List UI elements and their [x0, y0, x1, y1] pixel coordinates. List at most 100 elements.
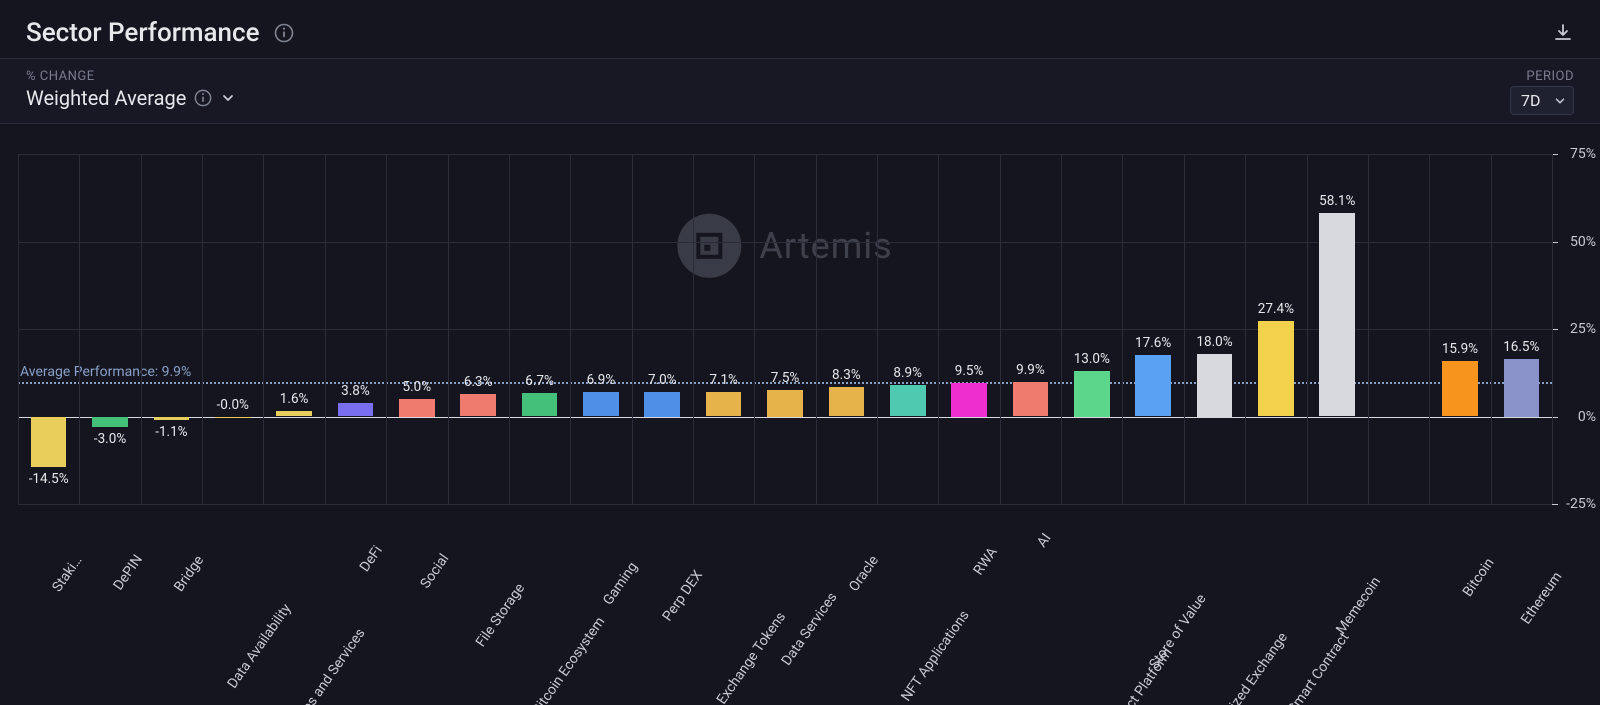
bar[interactable] — [951, 383, 987, 416]
panel-title: Sector Performance — [26, 18, 260, 48]
y-tick-label: 50% — [1570, 234, 1596, 250]
bar[interactable] — [31, 417, 67, 468]
gridline-vertical — [938, 154, 939, 504]
y-tick-label: 75% — [1570, 146, 1596, 162]
gridline-vertical — [263, 154, 264, 504]
chevron-down-icon — [1553, 94, 1567, 108]
bar[interactable] — [276, 411, 312, 417]
gridline-vertical — [754, 154, 755, 504]
chart-inner: Artemis -25%0%25%50%75%Average Performan… — [18, 134, 1552, 705]
bar-value-label: 16.5% — [1503, 339, 1539, 355]
bar[interactable] — [1319, 213, 1355, 416]
bar-value-label: 17.6% — [1135, 335, 1171, 351]
info-icon[interactable] — [274, 23, 294, 43]
y-tick-mark — [1552, 504, 1558, 505]
controls-bar: % CHANGE Weighted Average PERIOD 7D — [0, 58, 1600, 124]
bar[interactable] — [829, 387, 865, 416]
gridline-vertical — [693, 154, 694, 504]
bar[interactable] — [1074, 371, 1110, 417]
bar[interactable] — [154, 417, 190, 421]
x-axis-label: DeFi — [357, 543, 386, 575]
bar-value-label: 13.0% — [1074, 351, 1110, 367]
bar-value-label: 1.6% — [280, 391, 309, 407]
info-icon[interactable] — [194, 89, 212, 107]
bar[interactable] — [767, 390, 803, 416]
bar-value-label: 6.7% — [525, 373, 554, 389]
gridline-vertical — [1368, 154, 1369, 504]
bar[interactable] — [1013, 382, 1049, 417]
x-axis-label: Perp DEX — [660, 568, 706, 625]
x-axis-labels: Staki…DePINBridgeData AvailabilityUtilit… — [18, 512, 1552, 705]
gridline-vertical — [1552, 154, 1553, 504]
x-axis-label: Centralized Exchange — [1201, 630, 1291, 705]
gridline-vertical — [877, 154, 878, 504]
gridline-vertical — [632, 154, 633, 504]
x-axis-label: Data Availability — [224, 601, 294, 691]
y-tick-label: 25% — [1570, 321, 1596, 337]
bar[interactable] — [1258, 321, 1294, 417]
period-value: 7D — [1521, 91, 1541, 110]
x-axis-label: Exchange Tokens — [713, 609, 788, 705]
bar[interactable] — [399, 399, 435, 417]
gridline-vertical — [1491, 154, 1492, 504]
gridline-vertical — [1000, 154, 1001, 504]
x-axis-label: Ethereum — [1518, 569, 1565, 627]
gridline-vertical — [1122, 154, 1123, 504]
bar-value-label: 18.0% — [1196, 334, 1232, 350]
x-axis-label: RWA — [971, 545, 1001, 579]
bar[interactable] — [215, 417, 251, 418]
x-axis-label: DePIN — [110, 552, 146, 593]
title-wrap: Sector Performance — [26, 18, 294, 48]
bar-value-label: 5.0% — [403, 379, 432, 395]
x-axis-label: Bridge — [172, 553, 208, 595]
x-axis-label: Memecoin — [1333, 574, 1384, 637]
bar[interactable] — [1504, 359, 1540, 417]
gridline-vertical — [141, 154, 142, 504]
bar[interactable] — [522, 393, 558, 416]
panel-header: Sector Performance — [0, 0, 1600, 58]
bar[interactable] — [644, 392, 680, 417]
bar[interactable] — [1135, 355, 1171, 417]
bar[interactable] — [1442, 361, 1478, 417]
plot-region: Artemis -25%0%25%50%75%Average Performan… — [18, 154, 1552, 504]
watermark-text: Artemis — [759, 225, 892, 267]
bar[interactable] — [1197, 354, 1233, 417]
bar-value-label: 7.1% — [709, 372, 738, 388]
bar-value-label: 27.4% — [1258, 301, 1294, 317]
change-label: % CHANGE — [26, 69, 236, 84]
x-axis-label: Bitcoin Ecosystem — [529, 614, 608, 705]
bar[interactable] — [583, 392, 619, 416]
chevron-down-icon — [220, 90, 236, 106]
bar-value-label: 58.1% — [1319, 193, 1355, 209]
bar-value-label: -14.5% — [29, 471, 69, 487]
gridline-horizontal — [18, 154, 1552, 155]
gridline-vertical — [386, 154, 387, 504]
x-axis-label: Social — [417, 551, 452, 591]
bar-value-label: -1.1% — [155, 424, 187, 440]
bar[interactable] — [92, 417, 128, 428]
bar-value-label: 9.5% — [955, 363, 984, 379]
bar[interactable] — [460, 394, 496, 416]
gridline-vertical — [202, 154, 203, 504]
bar[interactable] — [706, 392, 742, 417]
bar-value-label: 8.9% — [893, 365, 922, 381]
gridline-vertical — [509, 154, 510, 504]
bar-value-label: -0.0% — [217, 397, 249, 413]
x-axis-label: NFT Applications — [898, 608, 972, 705]
sector-performance-panel: Sector Performance % CHANGE Weighted Ave… — [0, 0, 1600, 705]
gridline-vertical — [18, 154, 19, 504]
bar-value-label: 7.0% — [648, 372, 677, 388]
gridline-vertical — [816, 154, 817, 504]
gridline-vertical — [1307, 154, 1308, 504]
bar[interactable] — [338, 403, 374, 416]
bar[interactable] — [890, 385, 926, 416]
metric-dropdown[interactable]: Weighted Average — [26, 86, 236, 110]
bar-value-label: 6.3% — [464, 374, 493, 390]
watermark: Artemis — [677, 214, 892, 278]
period-control: PERIOD 7D — [1510, 63, 1574, 115]
period-dropdown[interactable]: 7D — [1510, 86, 1574, 115]
download-icon[interactable] — [1552, 22, 1574, 44]
bar-value-label: 15.9% — [1442, 341, 1478, 357]
metric-control: % CHANGE Weighted Average — [26, 63, 236, 110]
x-axis-label: Utilities and Services — [281, 626, 368, 705]
